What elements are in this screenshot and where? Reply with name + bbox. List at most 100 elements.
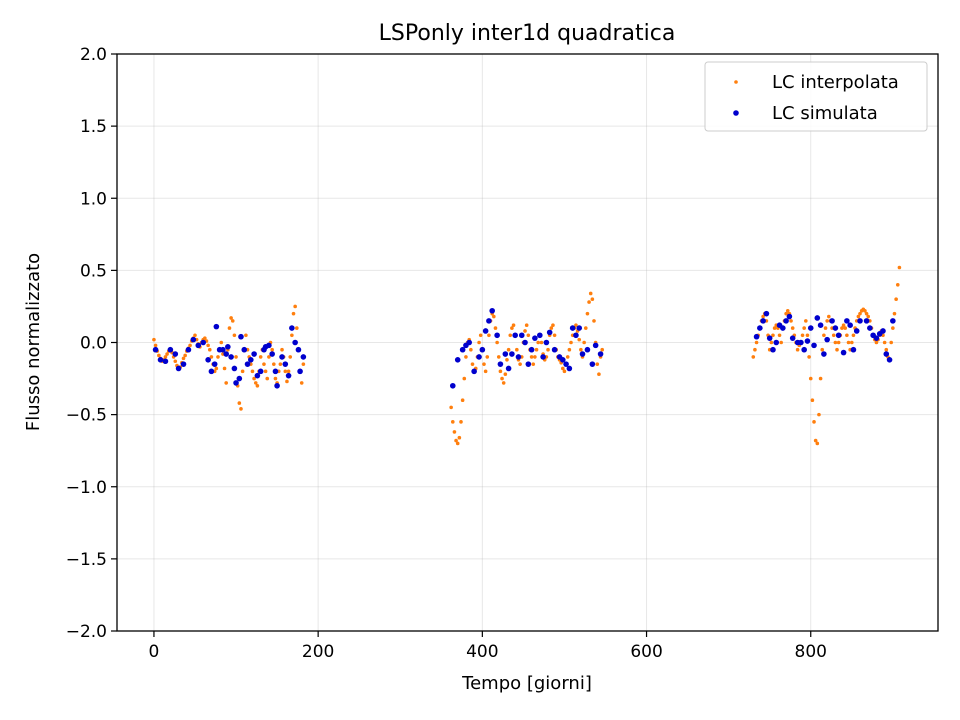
data-point — [880, 328, 886, 334]
data-point — [288, 355, 293, 359]
data-point — [785, 308, 790, 313]
x-axis-label: Tempo [giorni] — [461, 673, 592, 694]
data-point — [274, 382, 280, 389]
data-point — [301, 362, 306, 366]
data-point — [172, 351, 179, 357]
data-point — [539, 340, 544, 345]
data-point — [167, 346, 174, 353]
data-point — [511, 323, 516, 327]
data-point — [207, 347, 212, 352]
data-point — [270, 347, 274, 352]
data-point — [233, 380, 239, 386]
data-point — [450, 420, 455, 424]
data-point — [515, 347, 519, 352]
data-point — [886, 357, 893, 363]
data-point — [487, 333, 491, 338]
data-point — [250, 369, 255, 374]
data-point — [576, 325, 583, 331]
data-point — [252, 376, 256, 381]
data-point — [897, 265, 902, 270]
data-point — [175, 365, 182, 372]
data-point — [773, 339, 780, 346]
data-point — [563, 361, 569, 367]
data-point — [810, 398, 815, 403]
data-point — [546, 347, 550, 352]
data-point — [562, 369, 567, 374]
data-point — [496, 355, 501, 359]
data-point — [209, 355, 214, 359]
data-point — [294, 326, 299, 330]
data-point — [485, 355, 490, 359]
data-point — [231, 365, 238, 372]
data-point — [285, 379, 289, 384]
legend: LC interpolata LC simulata — [704, 61, 928, 132]
data-point — [821, 351, 827, 357]
data-point — [779, 340, 783, 345]
data-point — [203, 336, 207, 340]
x-tick-label: 800 — [795, 642, 827, 662]
data-point — [157, 357, 164, 363]
data-point — [266, 342, 272, 349]
data-point — [569, 325, 576, 331]
data-point — [780, 325, 786, 331]
data-point — [449, 382, 456, 389]
data-point — [285, 372, 292, 379]
data-point — [290, 333, 294, 338]
data-point — [237, 401, 242, 405]
data-point — [509, 351, 515, 357]
data-point — [460, 398, 465, 403]
data-point — [534, 347, 539, 352]
data-point — [817, 322, 824, 328]
data-point — [291, 311, 296, 316]
data-point — [579, 351, 586, 357]
data-point — [295, 346, 302, 353]
data-point — [577, 337, 582, 342]
data-point — [808, 376, 813, 381]
data-point — [892, 311, 897, 316]
y-tick-label: 0.5 — [80, 261, 107, 281]
data-point — [244, 361, 251, 367]
data-point — [505, 365, 512, 372]
data-point — [835, 332, 842, 339]
data-point — [229, 316, 233, 320]
data-point — [478, 333, 483, 338]
legend-marker-lc-simulata — [733, 110, 739, 116]
data-point — [829, 318, 835, 324]
data-point — [282, 361, 289, 367]
data-point — [595, 362, 600, 366]
data-point — [770, 346, 776, 353]
data-point — [805, 333, 810, 338]
data-point — [815, 441, 820, 446]
data-point — [835, 347, 839, 352]
data-point — [185, 346, 192, 353]
data-point — [846, 340, 851, 345]
data-point — [760, 318, 766, 324]
data-point — [193, 333, 197, 338]
data-point — [518, 362, 522, 366]
data-point — [786, 313, 793, 320]
data-point — [498, 369, 503, 374]
data-point — [864, 311, 869, 316]
data-point — [560, 357, 566, 363]
data-point — [289, 325, 295, 331]
data-point — [227, 326, 232, 330]
data-point — [866, 314, 871, 319]
data-point — [454, 357, 461, 363]
data-point — [583, 326, 588, 330]
data-point — [849, 340, 854, 345]
data-point — [190, 336, 197, 343]
data-point — [873, 335, 880, 341]
data-point — [836, 340, 841, 345]
data-point — [783, 318, 789, 324]
data-point — [476, 354, 482, 360]
data-point — [230, 319, 235, 323]
data-point — [592, 319, 596, 323]
data-point — [543, 339, 550, 346]
data-point — [267, 355, 271, 359]
data-point — [537, 332, 543, 339]
data-point — [522, 339, 528, 346]
y-tick-label: 2.0 — [80, 45, 107, 65]
data-point — [278, 362, 283, 366]
data-point — [162, 358, 169, 365]
data-point — [597, 372, 601, 377]
